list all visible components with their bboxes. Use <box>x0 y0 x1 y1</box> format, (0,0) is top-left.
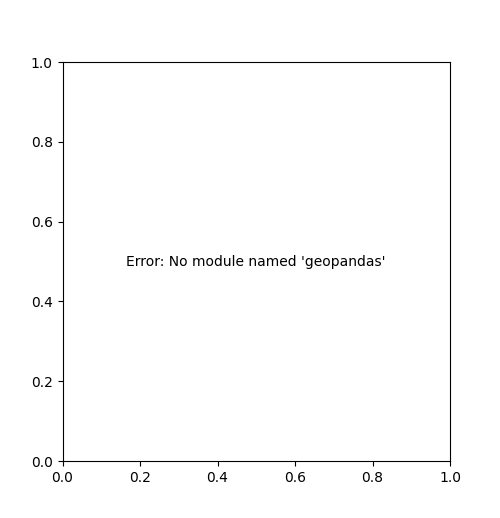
Text: Error: No module named 'geopandas': Error: No module named 'geopandas' <box>126 254 386 269</box>
